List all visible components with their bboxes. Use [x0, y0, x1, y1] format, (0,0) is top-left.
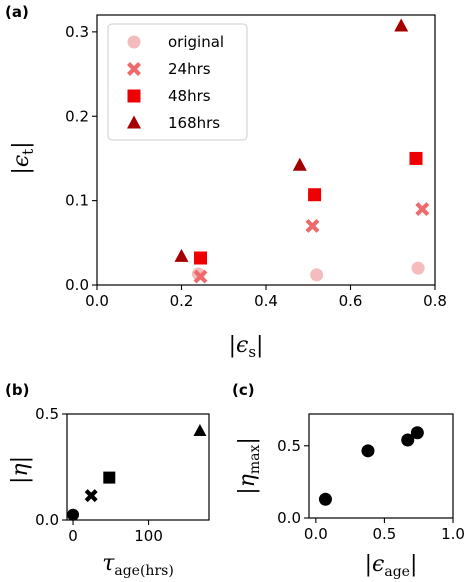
panel-c-label: (c) [232, 381, 255, 399]
panel-a-xlabel-bar-left: | [229, 333, 236, 358]
point-168hrs [174, 248, 189, 262]
panel-c-ylabel-bar-left: | [235, 487, 260, 494]
panel-a-xlabel-symbol: ϵ [236, 333, 248, 358]
point-24hrs [415, 202, 430, 217]
panel-a-ylabel-bar-left: | [9, 167, 34, 174]
panel-c: (c) 0.0 0.5 1.00.00.5 |ϵage| |ηmax| [232, 381, 465, 580]
panel-c-ytick-label: 0.0 [277, 509, 301, 527]
panel-b-label: (b) [5, 381, 29, 399]
panel-c-frame [308, 413, 454, 519]
panel-a-ticks: 0.0 0.2 0.4 0.6 0.8 0.0 0.1 0.2 0.3 [65, 23, 447, 310]
point-24hrs [305, 218, 320, 233]
panel-b-ylabel: |η| [8, 456, 33, 484]
legend-label-168hrs: 168hrs [168, 114, 220, 132]
panel-b-ytick-label: 0.0 [35, 511, 59, 529]
panel-c-xlabel-bar-right: | [410, 552, 417, 577]
panel-b-marks [67, 423, 207, 521]
point-168hrs [292, 157, 307, 171]
panel-c-xlabel-subscript: age [384, 564, 410, 580]
panel-b-xlabel-symbol: τ [102, 551, 115, 576]
legend-label-original: original [168, 33, 224, 51]
point-original [310, 268, 324, 282]
panel-c-ytick-label: 0.5 [277, 437, 301, 455]
data-point [103, 471, 116, 484]
panel-c-xlabel-bar-left: | [365, 552, 372, 577]
point-48hrs [194, 251, 208, 265]
panel-a-xtick-label: 0.6 [339, 292, 363, 310]
panel-c-xlabel-symbol: ϵ [372, 552, 384, 577]
panel-a-xlabel-subscript: s [248, 343, 256, 361]
point-48hrs [409, 151, 423, 165]
panel-c-ylabel-bar-right: | [235, 437, 260, 444]
legend-box [107, 23, 248, 141]
panel-a: (a) 0.0 0.2 0.4 0.6 0.8 0.0 0.1 0.2 0.3 original… [5, 3, 447, 361]
panel-b-xtick-label: 0 [68, 527, 78, 545]
panel-b: (b) 0 100 0.0 0.5 τage(hrs) |η| [5, 381, 210, 579]
legend-marker-original [127, 35, 141, 49]
panel-c-ticks: 0.0 0.5 1.0 0.0 0.5 [277, 437, 465, 543]
panel-a-ytick-label: 0.3 [65, 23, 89, 41]
data-point [84, 489, 98, 503]
panel-c-marks [318, 426, 424, 506]
data-point [410, 426, 424, 440]
panel-c-ylabel-symbol: η [235, 474, 260, 487]
panel-a-ytick-label: 0.1 [65, 192, 89, 210]
panel-c-xtick-label: 0.0 [304, 525, 328, 543]
panel-a-label: (a) [5, 3, 29, 21]
legend: original 24hrs 48hrs 168hrs [107, 23, 248, 141]
legend-label-48hrs: 48hrs [168, 87, 211, 105]
panel-a-xtick-label: 0.2 [170, 292, 194, 310]
panel-b-ylabel-bar-right: | [8, 456, 33, 463]
panel-b-ylabel-symbol: η [8, 463, 33, 476]
panel-a-xtick-label: 0.0 [85, 292, 109, 310]
panel-c-ylabel: |ηmax| [235, 437, 263, 495]
point-48hrs [308, 188, 322, 202]
panel-b-xtick-label: 100 [134, 527, 163, 545]
panel-b-xlabel-subscript: age(hrs) [114, 563, 173, 579]
panel-b-ylabel-bar-left: | [8, 477, 33, 484]
panel-a-xlabel-bar-right: | [256, 333, 263, 358]
data-point [318, 492, 332, 506]
panel-b-ytick-label: 0.5 [35, 405, 59, 423]
panel-c-ylabel-subscript: max [247, 445, 263, 475]
data-point [361, 444, 375, 458]
panel-a-ytick-label: 0.2 [65, 107, 89, 125]
panel-a-marks [174, 18, 430, 284]
panel-c-xtick-label: 1.0 [441, 525, 465, 543]
panel-a-ylabel-symbol: ϵ [9, 155, 34, 167]
panel-b-xlabel: τage(hrs) [102, 551, 174, 579]
panel-c-xlabel: |ϵage| [365, 552, 418, 580]
panel-a-xtick-label: 0.8 [423, 292, 447, 310]
legend-marker-168hrs [127, 115, 141, 129]
panel-a-ytick-label: 0.0 [65, 276, 89, 294]
point-24hrs [193, 269, 208, 284]
data-point [67, 508, 80, 521]
panel-a-ylabel: |ϵt| [9, 141, 37, 174]
legend-label-24hrs: 24hrs [168, 60, 211, 78]
point-168hrs [394, 18, 409, 32]
panel-a-ylabel-bar-right: | [9, 141, 34, 148]
panel-c-xtick-label: 0.5 [372, 525, 396, 543]
panel-a-ylabel-subscript: t [19, 149, 37, 155]
panel-a-xlabel: |ϵs| [229, 333, 264, 361]
data-point [193, 423, 207, 436]
point-original [411, 261, 425, 275]
data-point [401, 433, 415, 447]
panel-b-frame [66, 413, 210, 521]
panel-a-xtick-label: 0.4 [254, 292, 278, 310]
panel-b-ticks: 0 100 0.0 0.5 [35, 405, 163, 545]
legend-marker-24hrs [127, 62, 141, 76]
legend-marker-48hrs [127, 89, 141, 103]
